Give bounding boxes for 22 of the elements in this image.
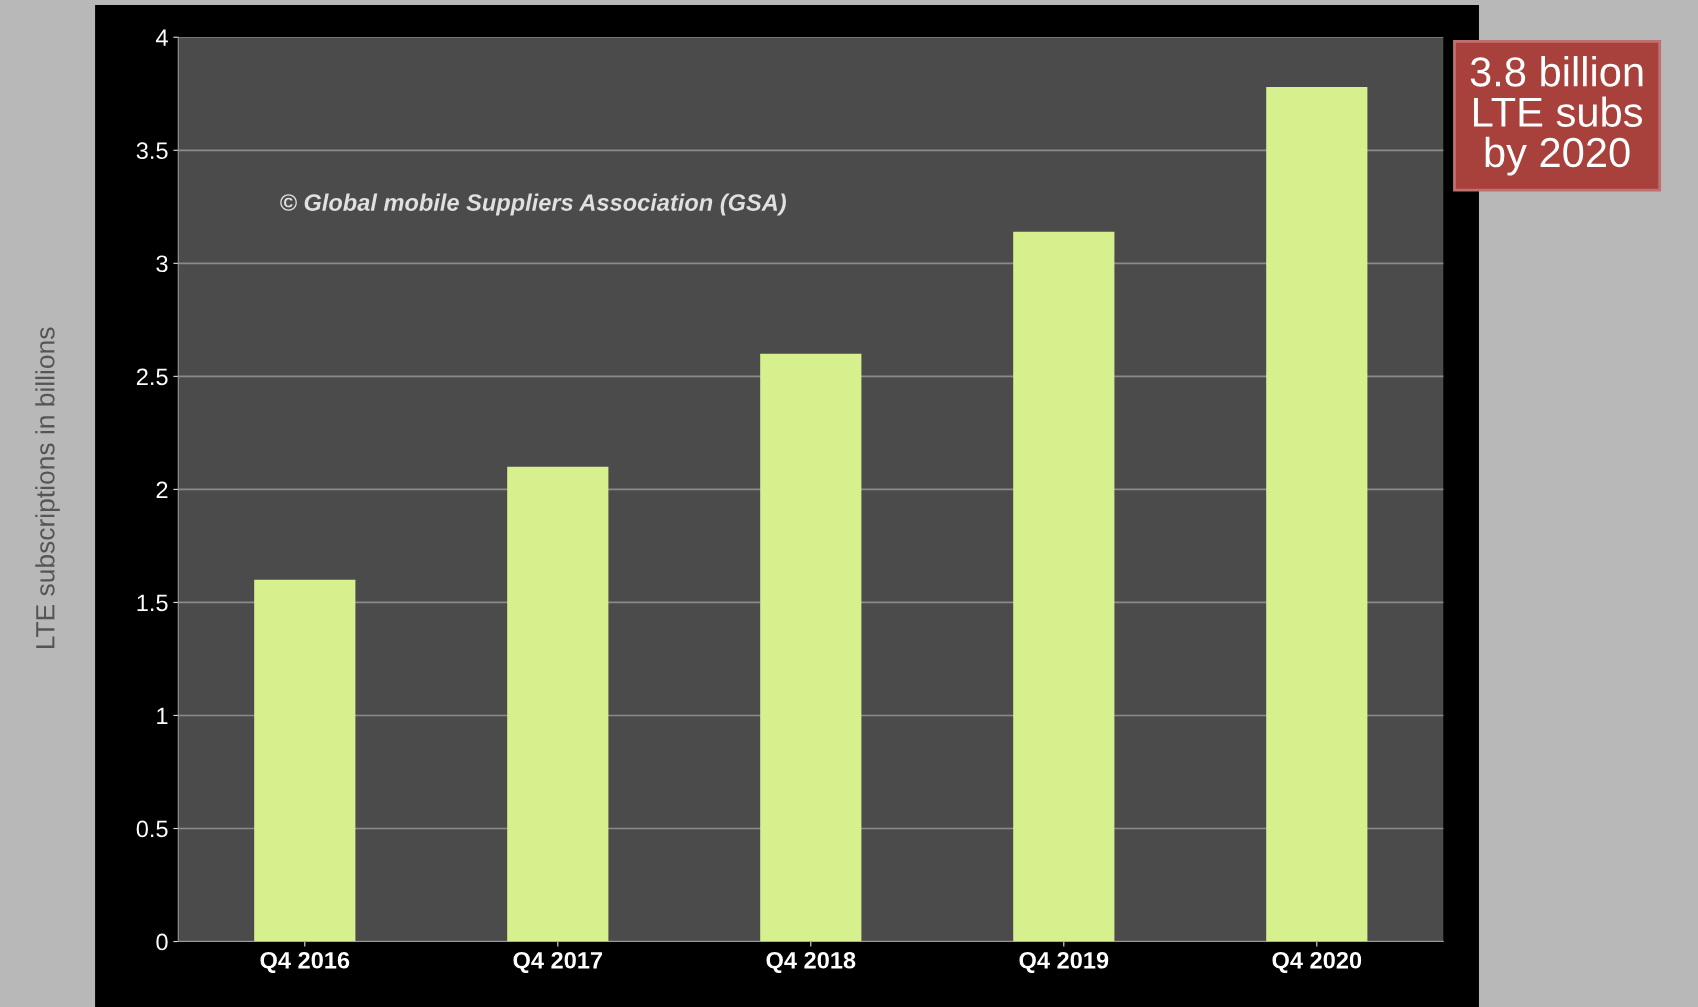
x-tick-label: Q4 2017 (513, 951, 603, 974)
x-tick-label: Q4 2018 (766, 951, 856, 974)
bar (1266, 86, 1368, 942)
x-tick-label: Q4 2019 (1019, 951, 1109, 974)
y-tick-label: 3 (156, 255, 168, 273)
y-tick-label: 1 (157, 707, 168, 725)
annotation: © Global mobile Suppliers Association (GSA) (280, 193, 786, 216)
y-tick-label: 4 (155, 29, 168, 46)
bar (254, 579, 356, 942)
y-tick-label: 2 (156, 481, 168, 498)
y-axis-title: LTE subscriptions in billions (35, 327, 60, 649)
x-tick-label: Q4 2020 (1272, 951, 1362, 974)
text: 3.8 billion LTE subs by 2020 (1470, 56, 1643, 176)
y-tick-label: 1.5 (137, 594, 168, 612)
y-tick-label: 0.5 (136, 820, 168, 838)
y-tick-label: 2.5 (136, 368, 168, 386)
bar (1013, 231, 1115, 942)
y-tick-label: 0 (156, 933, 168, 951)
y-tick-label: 3.5 (136, 142, 168, 160)
x-tick-label: Q4 2016 (260, 951, 350, 974)
bar (760, 353, 862, 942)
bar (507, 466, 609, 942)
